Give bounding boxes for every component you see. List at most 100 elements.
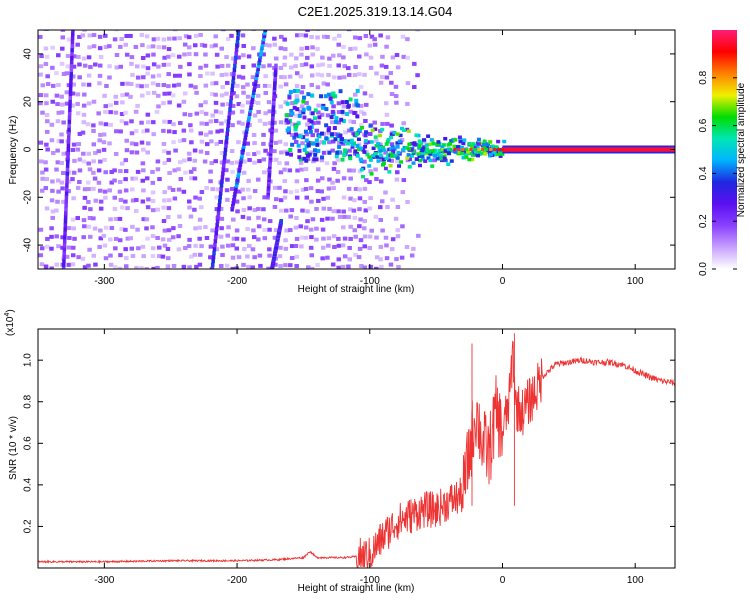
heatmap-cell xyxy=(81,82,86,87)
spectrogram-x-tick-label: -100 xyxy=(360,276,380,287)
heatmap-cell xyxy=(182,42,188,47)
heatmap-cell xyxy=(86,26,91,30)
heatmap-cell xyxy=(331,186,336,191)
heatmap-cell xyxy=(411,161,416,165)
heatmap-cell xyxy=(177,214,182,219)
heatmap-cell xyxy=(473,150,478,154)
heatmap-cell xyxy=(315,46,320,51)
heatmap-cell xyxy=(224,188,230,193)
heatmap-cell xyxy=(340,157,345,162)
heatmap-cell xyxy=(186,45,192,50)
heatmap-cell xyxy=(107,75,112,80)
heatmap-cell xyxy=(155,159,161,164)
heatmap-cell xyxy=(319,140,325,145)
heatmap-cell xyxy=(246,120,250,125)
heatmap-cell xyxy=(210,113,215,118)
heatmap-cell xyxy=(488,140,493,144)
heatmap-cell xyxy=(68,95,73,100)
heatmap-cell xyxy=(309,64,315,69)
heatmap-cell xyxy=(113,100,119,105)
heatmap-cell xyxy=(319,158,325,163)
heatmap-cell xyxy=(141,129,146,134)
heatmap-cell xyxy=(145,205,151,210)
heatmap-cell xyxy=(140,178,146,183)
snr-background xyxy=(38,329,675,568)
heatmap-cell xyxy=(82,195,88,200)
heatmap-cell xyxy=(374,71,379,76)
heatmap-cell xyxy=(389,247,395,252)
heatmap-cell xyxy=(452,144,457,149)
heatmap-cell xyxy=(272,185,278,190)
heatmap-cell xyxy=(241,53,246,58)
heatmap-cell xyxy=(75,147,81,152)
heatmap-cell xyxy=(341,195,347,200)
heatmap-cell xyxy=(225,135,229,140)
heatmap-cell xyxy=(471,142,476,146)
heatmap-cell xyxy=(221,171,225,176)
heatmap-cell xyxy=(233,55,238,61)
heatmap-cell xyxy=(266,100,272,105)
heatmap-cell xyxy=(300,141,305,146)
heatmap-cell xyxy=(71,196,76,201)
heatmap-cell xyxy=(341,176,347,181)
heatmap-cell xyxy=(71,64,77,69)
heatmap-cell xyxy=(314,138,319,143)
heatmap-cell xyxy=(49,122,55,127)
heatmap-cell xyxy=(390,237,396,242)
heatmap-cell xyxy=(54,262,60,267)
heatmap-cell xyxy=(248,108,253,113)
heatmap-cell xyxy=(139,33,145,38)
heatmap-cell xyxy=(218,206,224,211)
heatmap-cell xyxy=(336,120,342,125)
heatmap-cell xyxy=(400,190,406,195)
heatmap-cell xyxy=(294,264,299,269)
heatmap-cell xyxy=(87,45,92,50)
heatmap-cell xyxy=(308,245,314,250)
heatmap-cell xyxy=(43,264,49,269)
heatmap-cell xyxy=(284,208,289,213)
heatmap-cell xyxy=(225,243,231,248)
heatmap-cell xyxy=(109,225,115,230)
heatmap-cell xyxy=(162,119,167,124)
heatmap-cell xyxy=(324,107,329,112)
heatmap-cell xyxy=(378,148,383,153)
heatmap-cell xyxy=(242,247,247,252)
heatmap-cell xyxy=(242,141,247,146)
heatmap-cell xyxy=(442,156,447,161)
heatmap-cell xyxy=(166,256,171,261)
heatmap-cell xyxy=(332,126,337,131)
heatmap-cell xyxy=(155,265,160,269)
heatmap-cell xyxy=(477,150,482,154)
heatmap-cell xyxy=(181,189,187,194)
heatmap-cell xyxy=(481,142,486,147)
heatmap-cell xyxy=(165,264,171,269)
heatmap-cell xyxy=(231,56,236,61)
heatmap-cell xyxy=(293,244,299,249)
heatmap-cell xyxy=(342,254,348,259)
heatmap-cell xyxy=(395,144,400,149)
heatmap-cell xyxy=(293,225,299,230)
heatmap-cell xyxy=(236,31,241,37)
heatmap-cell xyxy=(293,127,298,132)
heatmap-cell xyxy=(236,174,241,179)
heatmap-cell xyxy=(213,34,218,39)
heatmap-cell xyxy=(86,187,91,192)
heatmap-cell xyxy=(165,246,171,251)
heatmap-cell xyxy=(123,110,128,115)
heatmap-cell xyxy=(68,99,72,104)
heatmap-cell xyxy=(262,121,268,126)
heatmap-cell xyxy=(309,235,314,240)
heatmap-cell xyxy=(233,192,237,197)
heatmap-cell xyxy=(407,142,412,146)
heatmap-cell xyxy=(140,244,146,249)
heatmap-cell xyxy=(303,186,309,191)
heatmap-cell xyxy=(75,42,80,47)
heatmap-cell xyxy=(103,109,108,114)
heatmap-cell xyxy=(396,265,401,269)
heatmap-cell xyxy=(249,105,253,110)
heatmap-cell xyxy=(170,93,176,98)
heatmap-cell xyxy=(440,145,445,149)
heatmap-cell xyxy=(119,30,124,31)
heatmap-cell xyxy=(439,157,444,161)
heatmap-cell xyxy=(369,140,374,144)
